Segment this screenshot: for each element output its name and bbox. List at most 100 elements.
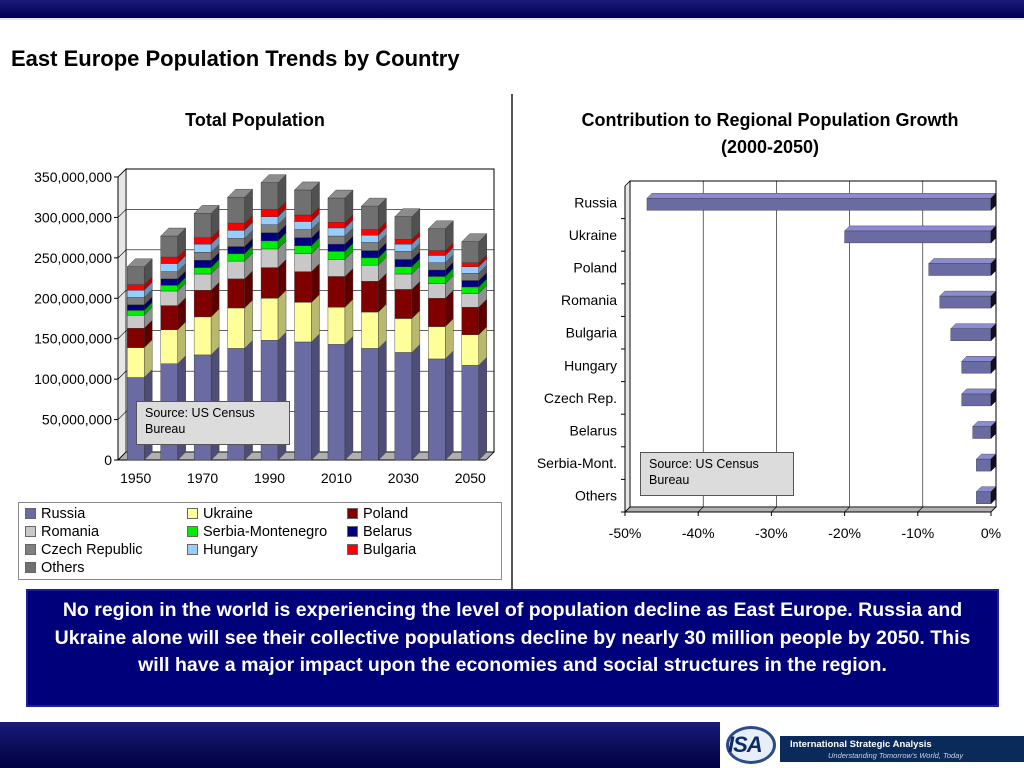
- bar: [646, 198, 992, 211]
- y-tick-label: 350,000,000: [34, 169, 112, 185]
- bar-segment: [394, 289, 413, 319]
- bar-segment: [193, 290, 212, 318]
- legend-label: Others: [41, 560, 85, 576]
- gridline-diagonal: [117, 411, 127, 420]
- bar: [976, 491, 992, 504]
- bar-end: [990, 421, 997, 439]
- bar-segment: [361, 264, 379, 282]
- gridline-diagonal: [117, 249, 127, 259]
- bar-segment: [428, 228, 446, 251]
- x-tick-label: 1950: [120, 470, 151, 486]
- bar-top: [844, 225, 997, 232]
- bar-top: [260, 174, 287, 183]
- bar-segment: [294, 341, 312, 461]
- bar-segment: [428, 326, 446, 360]
- bar-segment: [428, 255, 446, 263]
- right-source-note: Source: US Census Bureau: [640, 452, 794, 496]
- legend-item: Others: [25, 559, 85, 577]
- bar-segment: [227, 307, 245, 349]
- bar-segment: [294, 253, 312, 272]
- bar-top: [961, 356, 997, 362]
- bar-segment: [394, 239, 413, 245]
- bar-segment: [127, 284, 145, 291]
- bar-top: [193, 205, 220, 214]
- bar-segment-side: [378, 339, 387, 461]
- bar-segment: [394, 273, 413, 290]
- legend-label: Bulgaria: [363, 542, 417, 558]
- bar-segment: [327, 235, 346, 245]
- bar-segment: [394, 318, 413, 353]
- bar-segment: [394, 259, 413, 267]
- bar-segment-side: [244, 299, 253, 349]
- bar-segment: [193, 213, 212, 238]
- bar-segment: [260, 182, 279, 210]
- bar-end: [990, 486, 997, 505]
- logo-tagline: Understanding Tomorrow's World, Today: [828, 751, 964, 760]
- x-tick-label: -20%: [828, 525, 861, 541]
- top-banner: [0, 0, 1024, 20]
- bar-top: [394, 208, 421, 217]
- bar-segment: [227, 253, 245, 262]
- legend-label: Serbia-Montenegro: [203, 524, 328, 540]
- category-label: Hungary: [564, 357, 617, 373]
- bar-end: [990, 388, 997, 407]
- x-tick-label: 2050: [455, 470, 486, 486]
- bar-segment: [294, 237, 312, 246]
- gridline-diagonal: [117, 290, 127, 299]
- legend-swatch: [25, 543, 36, 555]
- bar-segment: [361, 281, 379, 313]
- bar-segment: [160, 235, 178, 258]
- bar-top: [961, 388, 997, 395]
- gridline-diagonal: [844, 506, 850, 513]
- legend-label: Czech Republic: [41, 542, 143, 558]
- legend-swatch: [347, 507, 358, 519]
- bar-segment: [227, 278, 245, 309]
- page-title: East Europe Population Trends by Country: [11, 46, 460, 71]
- bar-segment: [227, 197, 245, 224]
- gridline-diagonal: [117, 370, 127, 380]
- bar-segment: [127, 347, 145, 378]
- bar-segment: [294, 221, 312, 230]
- legend-swatch: [187, 525, 198, 537]
- summary-message: No region in the world is experiencing t…: [26, 589, 999, 707]
- bar-segment: [461, 365, 479, 461]
- category-label: Romania: [561, 292, 617, 308]
- bar-segment: [160, 278, 178, 286]
- bar-segment: [127, 290, 145, 298]
- bar-segment: [160, 285, 178, 292]
- category-label: Russia: [574, 194, 617, 210]
- bar-segment: [160, 271, 178, 280]
- bar-end: [990, 290, 997, 309]
- bar-top: [950, 323, 997, 329]
- bar-segment: [160, 263, 178, 272]
- isa-logo: ISA International Strategic Analysis Und…: [720, 722, 1024, 768]
- category-label: Belarus: [570, 423, 617, 439]
- x-tick-label: 2010: [321, 470, 352, 486]
- legend-item: Bulgaria: [347, 541, 416, 559]
- category-label: Bulgaria: [566, 325, 618, 341]
- bar-segment: [260, 240, 279, 250]
- x-tick-label: -10%: [901, 525, 934, 541]
- bar-segment: [260, 248, 279, 268]
- bar-end: [990, 453, 997, 472]
- bar-top: [227, 189, 254, 198]
- x-tick-label: -40%: [682, 525, 715, 541]
- bar-segment: [260, 267, 279, 299]
- bar-segment: [294, 302, 312, 343]
- category-label: Poland: [573, 260, 617, 276]
- bar-top: [646, 193, 997, 199]
- bar-segment: [193, 237, 212, 245]
- legend-item: Belarus: [347, 523, 412, 541]
- bar-segment: [361, 311, 379, 349]
- category-label: Czech Rep.: [544, 390, 617, 406]
- bar-segment: [361, 235, 379, 243]
- legend-label: Hungary: [203, 542, 258, 558]
- bar-top: [461, 233, 488, 242]
- legend-swatch: [347, 543, 358, 555]
- bar-segment: [294, 229, 312, 238]
- bar-segment: [327, 227, 346, 237]
- bar-segment: [160, 329, 178, 364]
- legend-label: Russia: [41, 506, 86, 522]
- bar-segment: [428, 269, 446, 277]
- bar-segment: [327, 243, 346, 252]
